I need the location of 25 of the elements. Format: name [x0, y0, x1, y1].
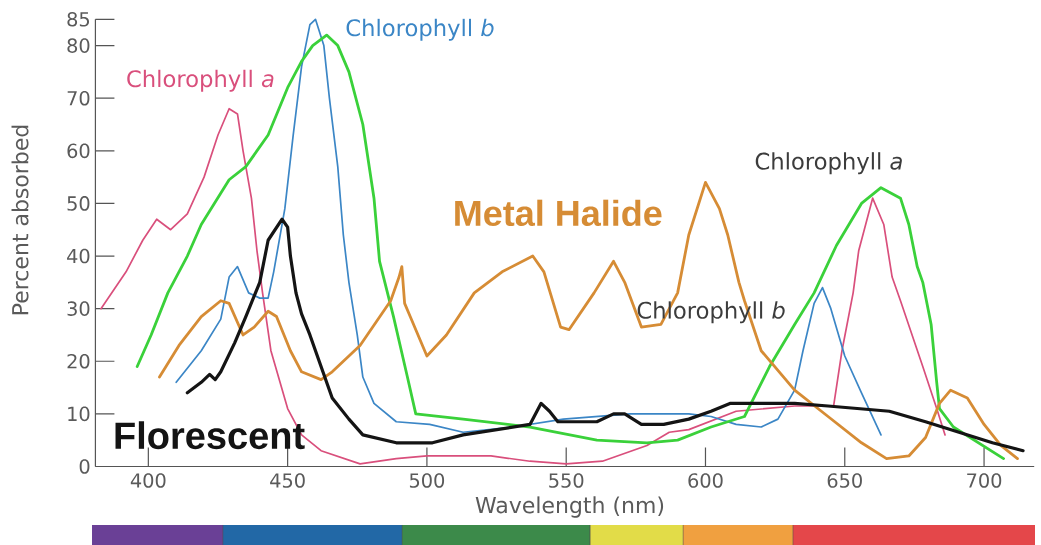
- annotation: Chlorophyll a: [755, 152, 902, 175]
- x-tick-label: 600: [688, 473, 723, 488]
- series-label: Metal Halide: [455, 199, 662, 227]
- y-tick-label: 60: [67, 143, 90, 159]
- x-tick-label: 650: [827, 473, 862, 488]
- y-tick-label: 85: [67, 11, 90, 27]
- y-tick-label: 40: [67, 248, 90, 264]
- y-tick-label: 10: [68, 406, 90, 422]
- x-axis-title: Wavelength (nm): [475, 496, 664, 518]
- y-tick-label: 50: [67, 196, 90, 211]
- y-tick-label: 20: [67, 353, 90, 369]
- x-tick-label: 700: [967, 473, 1002, 488]
- y-tick-label: 70: [67, 90, 90, 106]
- x-tick-label: 450: [270, 473, 305, 488]
- x-tick-label: 400: [130, 473, 166, 488]
- series-label: Chlorophyll a: [127, 69, 274, 92]
- y-tick-label: 80: [67, 38, 90, 53]
- y-tick-label: 0: [79, 459, 90, 474]
- series-label: Florescent: [115, 421, 305, 450]
- y-axis-title: Percent absorbed: [11, 125, 29, 315]
- series-label: Chlorophyll b: [346, 18, 494, 41]
- x-tick-label: 500: [409, 473, 445, 488]
- line-series: [100, 107, 946, 465]
- y-tick-label: 30: [67, 301, 90, 316]
- x-tick-label: 550: [549, 473, 584, 488]
